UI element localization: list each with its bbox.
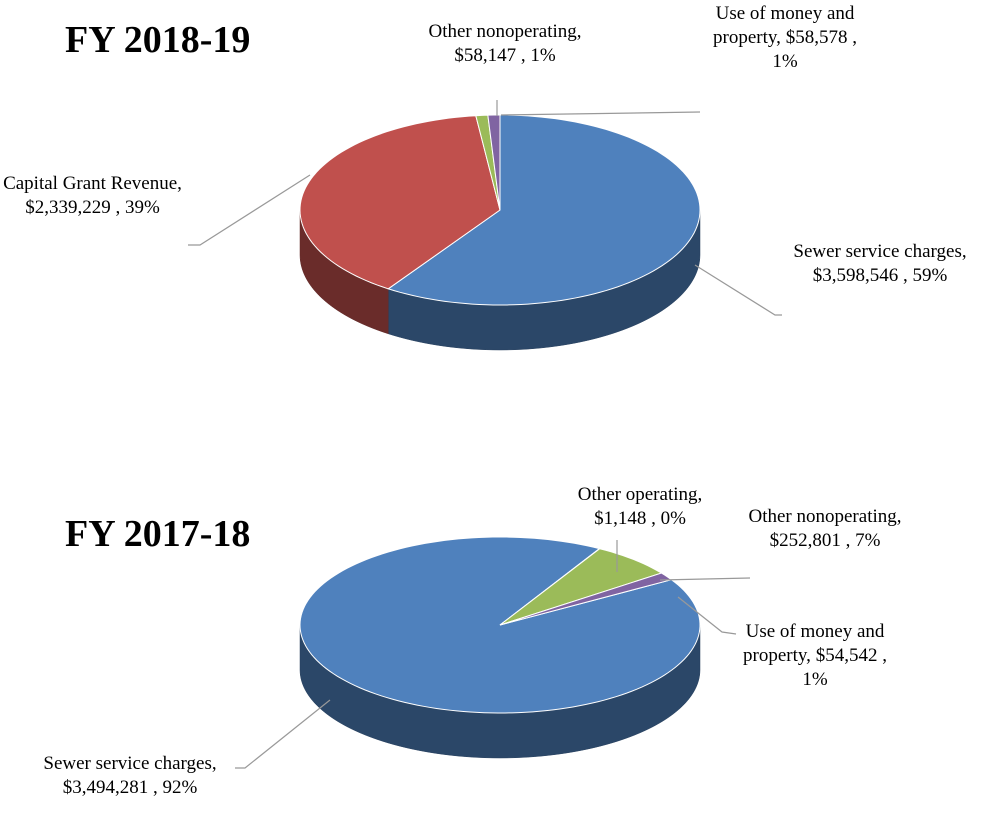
label-percent: 39%: [124, 197, 160, 218]
label-percent: 1%: [802, 669, 828, 690]
label-value: $2,339,229 ,: [25, 197, 121, 218]
label-category: Sewer service charges,: [793, 241, 967, 262]
label-percent: 92%: [162, 777, 198, 798]
chart-title: FY 2018-19: [65, 19, 251, 61]
label-value: $1,148 ,: [594, 508, 656, 529]
label-value: $58,147 ,: [454, 45, 526, 66]
data-label: Sewer service charges, $3,598,546 , 59%: [780, 240, 980, 288]
slice: [387, 114, 701, 306]
label-percent: 0%: [660, 508, 686, 529]
label-category: Use of money and property,: [743, 621, 885, 666]
label-value: $58,578 ,: [785, 27, 857, 48]
leader-line: [694, 264, 782, 316]
chart-title: FY 2017-18: [65, 513, 251, 555]
label-value: $3,598,546 ,: [812, 265, 908, 286]
data-label: Use of money and property, $58,578 , 1%: [700, 2, 870, 74]
label-percent: 59%: [912, 265, 948, 286]
data-label: Sewer service charges, $3,494,281 , 92%: [30, 752, 230, 800]
data-label: Capital Grant Revenue, $2,339,229 , 39%: [0, 172, 185, 220]
label-category: Use of money and property,: [713, 3, 855, 48]
leader-line: [188, 174, 311, 246]
label-category: Sewer service charges,: [43, 753, 217, 774]
label-category: Capital Grant Revenue,: [3, 173, 182, 194]
data-label: Use of money and property, $54,542 , 1%: [730, 620, 900, 692]
label-category: Other nonoperating,: [748, 506, 902, 527]
leader-line: [677, 596, 737, 635]
label-value: $252,801 ,: [769, 530, 851, 551]
data-label: Other nonoperating, $252,801 , 7%: [735, 505, 915, 553]
slice: [299, 115, 501, 290]
label-value: $3,494,281 ,: [62, 777, 158, 798]
label-category: Other operating,: [577, 484, 703, 505]
label-percent: 1%: [530, 45, 556, 66]
leader-line: [500, 111, 701, 116]
slice: [499, 548, 663, 626]
leader-line: [659, 577, 751, 581]
label-percent: 1%: [772, 51, 798, 72]
label-percent: 7%: [855, 530, 881, 551]
slice: [499, 572, 673, 626]
label-value: $54,542 ,: [815, 645, 887, 666]
data-label: Other nonoperating, $58,147 , 1%: [405, 20, 605, 68]
label-category: Other nonoperating,: [428, 21, 582, 42]
data-label: Other operating, $1,148 , 0%: [555, 483, 725, 531]
slice: [487, 114, 501, 211]
leader-line: [235, 699, 331, 769]
